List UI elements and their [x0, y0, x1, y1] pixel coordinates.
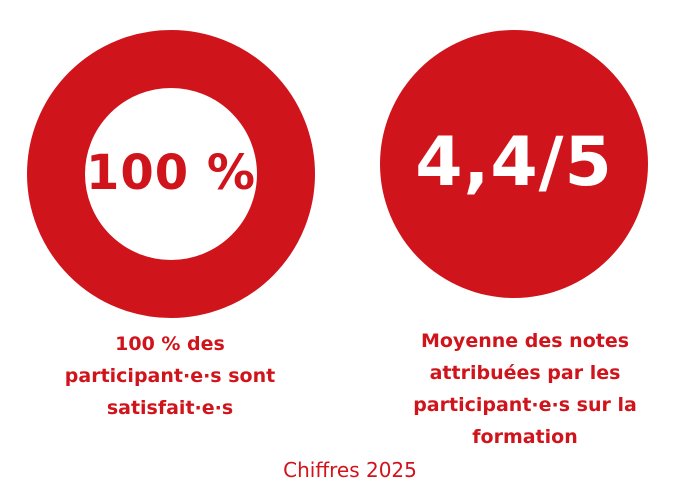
average-rating-stat: 4,4/5 Moyenne des notes attribuées par l…	[355, 0, 695, 470]
caption-line: formation	[472, 426, 578, 448]
average-rating-caption: Moyenne des notes attribuées par les par…	[355, 325, 695, 453]
caption-line: participant·e·s sont	[64, 365, 276, 387]
satisfaction-caption: 100 % des participant·e·s sont satisfait…	[0, 328, 340, 424]
average-rating-value: 4,4/5	[415, 122, 613, 202]
caption-line: Moyenne des notes	[420, 330, 630, 352]
satisfaction-stat: 100 % 100 % des participant·e·s sont sat…	[0, 0, 340, 470]
figures-year-note: Chiffres 2025	[283, 458, 417, 482]
caption-line: attribuées par les	[429, 362, 621, 384]
caption-line: 100 % des	[115, 333, 225, 355]
satisfaction-ring: 100 %	[27, 30, 315, 318]
caption-line: participant·e·s sur la	[413, 394, 637, 416]
caption-line: satisfait·e·s	[106, 397, 234, 419]
satisfaction-value: 100 %	[86, 144, 256, 201]
average-rating-circle: 4,4/5	[380, 30, 648, 298]
